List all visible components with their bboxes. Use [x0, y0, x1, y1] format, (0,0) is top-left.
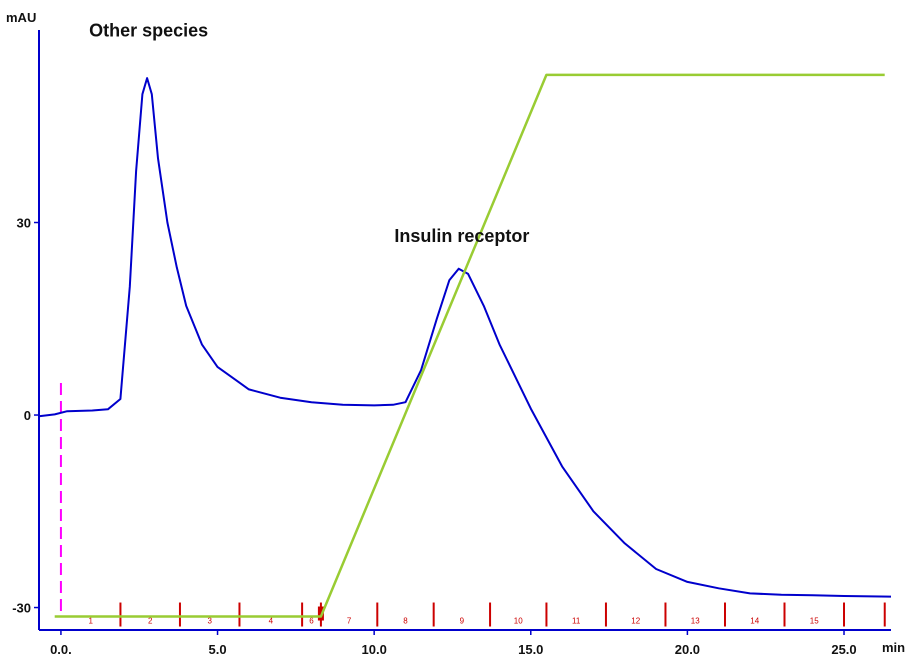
fraction-label: 13	[691, 617, 700, 626]
x-tick-label: 25.0	[831, 642, 856, 657]
y-tick-label: 0	[24, 408, 31, 423]
fraction-label: 6	[309, 617, 314, 626]
gradient-line	[54, 73, 885, 618]
peak-annotation: Other species	[89, 20, 208, 40]
x-tick-label: 0.0.	[50, 642, 72, 657]
absorbance-trace	[38, 77, 892, 598]
y-tick-label: -30	[12, 601, 31, 616]
peak-annotation: Insulin receptor	[394, 226, 529, 246]
x-axis-label: min	[882, 640, 905, 655]
fraction-label: 3	[207, 617, 212, 626]
x-tick-label: 20.0	[675, 642, 700, 657]
fraction-label: 12	[631, 617, 640, 626]
fraction-label: 9	[460, 617, 465, 626]
fraction-label: 4	[269, 617, 274, 626]
y-tick-label: 30	[17, 216, 31, 231]
fraction-label: 2	[148, 617, 153, 626]
fraction-label: 11	[572, 617, 581, 626]
fraction-label: 8	[403, 617, 408, 626]
x-tick-label: 5.0	[209, 642, 227, 657]
fraction-markers: 1 2 3 4 6 7 8 9 10 11 12 13 14 15	[59, 382, 886, 627]
y-ticks: 30 0 -30	[12, 216, 39, 616]
fraction-label: 10	[514, 617, 523, 626]
fraction-label: 14	[750, 617, 759, 626]
x-ticks: 0.0. 5.0 10.0 15.0 20.0 25.0	[50, 630, 857, 657]
fraction-label: 15	[810, 617, 819, 626]
fraction-label: 1	[88, 617, 93, 626]
annotations: Other species Insulin receptor	[89, 20, 529, 245]
series-lines	[38, 73, 892, 618]
fraction-label: 7	[347, 617, 352, 626]
axes	[38, 30, 891, 631]
x-tick-label: 10.0	[362, 642, 387, 657]
y-axis-label: mAU	[6, 10, 36, 25]
x-tick-label: 15.0	[518, 642, 543, 657]
